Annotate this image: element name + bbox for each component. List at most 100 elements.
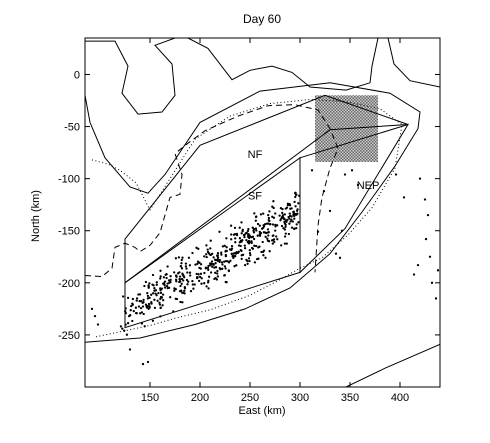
data-point: [216, 272, 219, 275]
data-point: [123, 329, 126, 332]
data-point: [224, 254, 228, 258]
data-point: [178, 278, 181, 281]
data-point: [152, 292, 155, 295]
data-point: [328, 209, 332, 213]
data-point: [288, 222, 291, 225]
data-point: [178, 275, 182, 278]
data-point: [247, 227, 250, 231]
data-point: [199, 263, 203, 266]
data-point: [428, 255, 432, 258]
data-point: [227, 269, 230, 272]
data-point: [159, 277, 162, 280]
x-tick-label: 250: [241, 392, 259, 404]
scatter-points: [90, 169, 440, 366]
data-point: [162, 299, 165, 302]
data-point: [280, 224, 284, 228]
data-point: [189, 289, 193, 293]
data-point: [255, 229, 258, 232]
data-point: [178, 280, 181, 284]
data-point: [142, 300, 145, 304]
data-point: [287, 232, 291, 236]
data-point: [121, 327, 124, 330]
data-point: [258, 230, 261, 234]
data-point: [297, 221, 300, 224]
data-point: [140, 311, 144, 314]
data-point: [297, 202, 300, 205]
data-point: [227, 261, 231, 264]
data-point: [238, 226, 241, 229]
data-point: [139, 312, 142, 315]
data-point: [180, 267, 184, 270]
data-point: [233, 226, 237, 230]
data-point: [436, 269, 440, 272]
data-point: [260, 250, 263, 254]
data-point: [131, 297, 135, 301]
data-point: [254, 219, 257, 222]
data-point: [189, 274, 192, 277]
data-point: [165, 284, 169, 288]
data-point: [229, 259, 232, 262]
coastline: [387, 38, 440, 88]
data-point: [290, 207, 293, 210]
data-point: [166, 265, 169, 268]
data-point: [175, 297, 179, 301]
data-point: [216, 259, 220, 263]
data-point: [173, 271, 176, 274]
y-axis-label: North (km): [30, 190, 42, 242]
coastline: [187, 38, 379, 91]
data-point: [283, 228, 287, 231]
data-point: [205, 255, 208, 259]
data-point: [310, 169, 314, 172]
data-point: [214, 266, 218, 269]
data-point: [195, 272, 198, 276]
data-point: [159, 306, 162, 310]
data-point: [180, 282, 183, 285]
data-point: [188, 271, 192, 274]
data-point: [215, 278, 219, 281]
data-point: [187, 256, 191, 259]
data-point: [173, 289, 176, 292]
data-point: [234, 241, 237, 244]
data-point: [210, 262, 213, 266]
data-point: [141, 305, 145, 308]
data-point: [230, 252, 233, 255]
data-point: [343, 173, 347, 176]
region-labels: NF SF NEP: [248, 149, 380, 203]
data-point: [195, 246, 198, 249]
data-point: [216, 256, 220, 259]
data-point: [207, 264, 210, 268]
y-tick-label: -100: [58, 174, 80, 186]
coastline: [85, 82, 421, 343]
data-point: [229, 224, 233, 227]
data-point: [193, 283, 196, 286]
data-point: [248, 259, 251, 263]
data-point: [256, 222, 260, 226]
data-point: [220, 253, 223, 256]
data-point: [158, 301, 161, 304]
data-point: [251, 226, 254, 229]
coastline: [85, 38, 176, 115]
data-point: [232, 252, 235, 255]
data-point: [254, 227, 258, 230]
data-point: [144, 280, 148, 284]
data-point: [394, 173, 398, 176]
data-point: [144, 303, 148, 306]
data-point: [148, 296, 151, 299]
data-point: [426, 213, 430, 217]
data-point: [126, 322, 130, 325]
data-point: [267, 234, 270, 237]
data-point: [161, 304, 164, 307]
data-point: [247, 232, 250, 236]
data-point: [221, 267, 224, 270]
data-point: [234, 252, 238, 255]
data-point: [264, 256, 267, 259]
data-point: [187, 280, 190, 283]
dotted-contour: [91, 98, 403, 338]
data-point: [197, 273, 200, 276]
data-point: [412, 273, 416, 276]
data-point: [236, 251, 240, 255]
data-point: [200, 282, 203, 285]
data-point: [240, 221, 243, 224]
data-point: [291, 220, 294, 223]
